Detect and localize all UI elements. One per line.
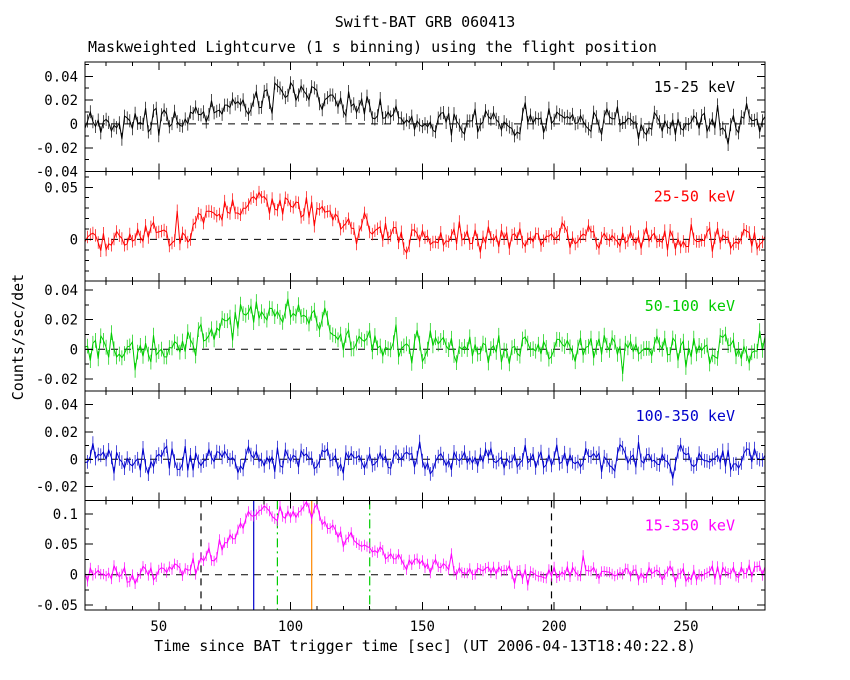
x-axis-label: Time since BAT trigger time [sec] (UT 20… — [154, 637, 696, 655]
y-tick-label: 0 — [70, 342, 78, 358]
y-tick-label: 0 — [70, 117, 78, 133]
y-tick-label: 0.02 — [44, 313, 78, 329]
y-tick-label: 0.05 — [44, 537, 78, 553]
y-tick-label: -0.02 — [36, 372, 78, 388]
plot-title: Swift-BAT GRB 060413 — [334, 13, 516, 31]
energy-band-label-15-350-kev: 15-350 keV — [645, 516, 735, 534]
y-tick-label: 0 — [70, 232, 78, 248]
x-tick-label: 50 — [150, 619, 167, 635]
y-tick-label: 0.04 — [44, 283, 78, 299]
y-tick-label: 0.04 — [44, 398, 78, 414]
y-tick-label: 0.05 — [44, 180, 78, 196]
y-tick-label: 0 — [70, 452, 78, 468]
trace-25-50-kev — [85, 185, 765, 260]
panel-15-350-kev — [84, 499, 766, 611]
y-tick-label: -0.04 — [36, 165, 78, 181]
energy-band-label-25-50-kev: 25-50 keV — [654, 188, 735, 206]
y-tick-label: -0.02 — [36, 141, 78, 157]
trace-100-350-kev — [85, 434, 765, 486]
y-tick-label: 0 — [70, 568, 78, 584]
panel-100-350-kev — [84, 390, 766, 501]
y-tick-label: 0.02 — [44, 93, 78, 109]
y-tick-label: 0.1 — [53, 507, 78, 523]
y-tick-label: 0.04 — [44, 69, 78, 85]
trace-50-100-kev — [85, 291, 765, 382]
trace-15-25-kev — [85, 76, 765, 151]
energy-band-label-50-100-kev: 50-100 keV — [645, 297, 735, 315]
panel-25-50-kev — [84, 171, 766, 282]
panel-frame-15-350-kev — [84, 499, 766, 611]
x-tick-label: 250 — [673, 619, 698, 635]
y-tick-label: -0.05 — [36, 598, 78, 614]
x-tick-label: 100 — [278, 619, 303, 635]
plot-subtitle: Maskweighted Lightcurve (1 s binning) us… — [88, 38, 657, 56]
y-tick-label: 0.02 — [44, 425, 78, 441]
energy-band-label-100-350-kev: 100-350 keV — [636, 407, 735, 425]
trace-15-350-kev — [85, 500, 765, 591]
x-tick-label: 150 — [410, 619, 435, 635]
x-tick-label: 200 — [541, 619, 566, 635]
y-tick-label: -0.02 — [36, 480, 78, 496]
panel-frame-25-50-kev — [84, 171, 766, 282]
energy-band-label-15-25-kev: 15-25 keV — [654, 78, 735, 96]
